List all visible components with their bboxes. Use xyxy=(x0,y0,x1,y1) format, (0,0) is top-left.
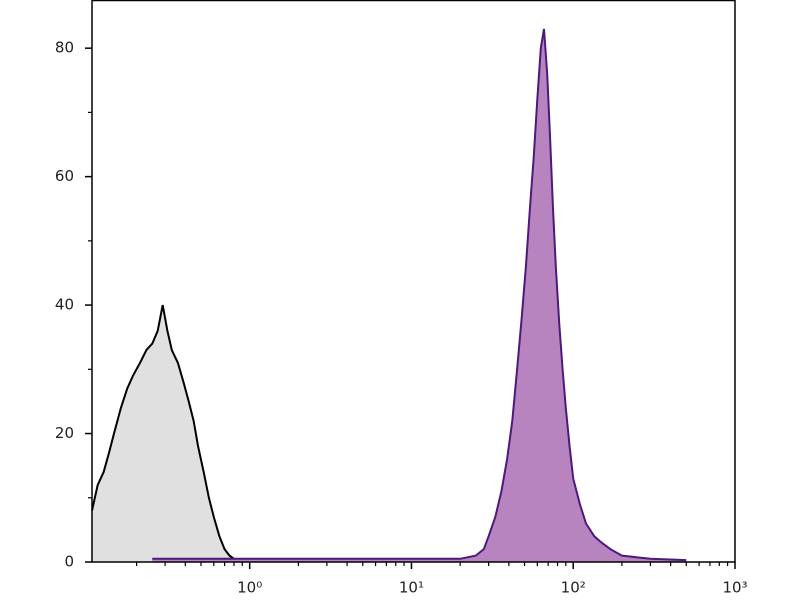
y-tick-label: 0 xyxy=(64,553,74,571)
x-tick-label: 10² xyxy=(561,579,586,597)
x-tick-label: 10³ xyxy=(722,579,747,597)
y-tick-label: 20 xyxy=(55,424,74,442)
x-tick-label: 10⁰ xyxy=(237,579,262,597)
y-tick-label: 80 xyxy=(55,39,74,57)
area-fill xyxy=(92,305,243,562)
histogram-line xyxy=(91,304,243,563)
x-tick-label: 10¹ xyxy=(399,579,424,597)
histogram-line xyxy=(152,28,687,562)
area-fill xyxy=(152,28,687,562)
plot-frame xyxy=(91,0,736,563)
y-tick-label: 60 xyxy=(55,167,74,185)
y-tick-label: 40 xyxy=(55,296,74,314)
